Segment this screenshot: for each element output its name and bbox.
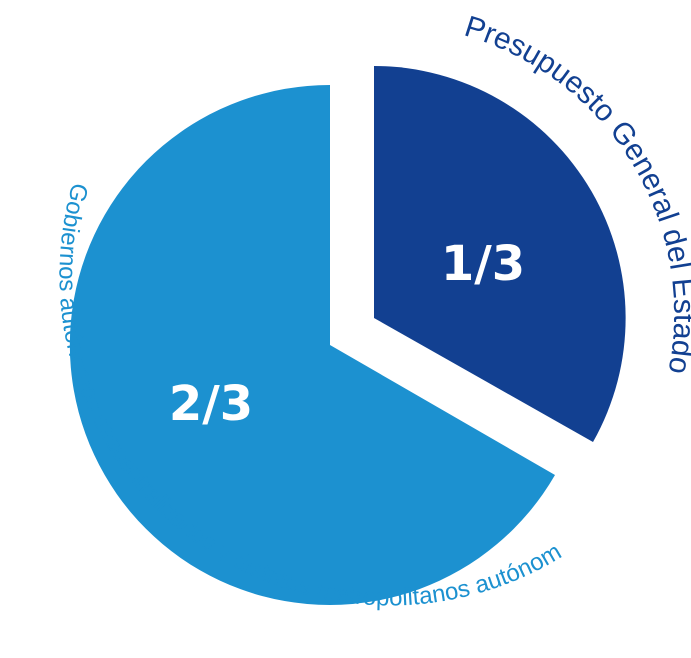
slice-gad xyxy=(69,84,555,606)
slice-label-pge: 1/3 xyxy=(441,236,525,292)
slice-label-gad: 2/3 xyxy=(169,376,253,432)
slice-pge xyxy=(374,66,626,442)
